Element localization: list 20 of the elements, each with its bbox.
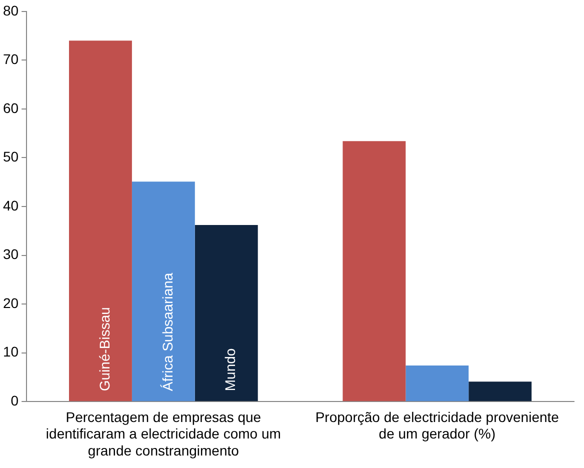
series-label: Mundo xyxy=(222,348,238,392)
y-tick-label: 80 xyxy=(2,2,19,18)
x-tick-label: Proporção de electricidade proveniente de um gerador (%) xyxy=(315,408,560,442)
series-label: Guiné-Bissau xyxy=(96,307,112,392)
bar xyxy=(406,366,469,402)
y-tick-label: 60 xyxy=(2,100,19,116)
bar xyxy=(342,141,406,402)
bar xyxy=(194,225,258,402)
y-tick-label: 70 xyxy=(2,51,19,68)
bar xyxy=(69,40,132,402)
series-label: África Subsaariana xyxy=(159,272,176,392)
y-tick-label: 30 xyxy=(2,246,19,262)
bar xyxy=(468,382,532,402)
x-tick-label: Percentagem de empresas que identificaram a electricidade como um grande constrangimento xyxy=(46,408,281,458)
bar xyxy=(132,182,195,402)
y-tick-label: 20 xyxy=(2,294,19,311)
y-tick-label: 40 xyxy=(2,197,19,214)
y-tick-label: 50 xyxy=(2,148,19,165)
y-tick-label: 0 xyxy=(10,392,19,408)
y-tick-label: 10 xyxy=(2,344,19,360)
